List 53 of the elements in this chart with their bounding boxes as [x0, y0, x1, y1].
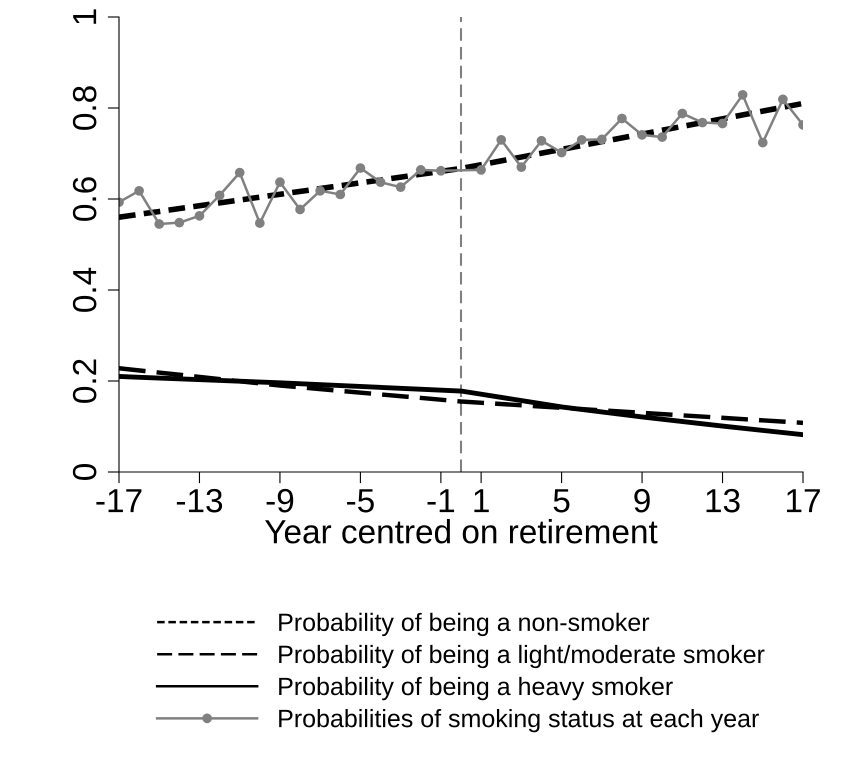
point [778, 94, 788, 104]
point [556, 148, 566, 158]
point [254, 218, 265, 228]
point [758, 138, 768, 148]
point [496, 134, 506, 145]
point [436, 166, 446, 176]
point [234, 168, 245, 178]
legend-label: Probability of being a heavy smoker [279, 676, 673, 700]
point [295, 204, 305, 214]
point [335, 190, 346, 200]
y-tick-label: 0.8 [72, 86, 96, 130]
x-tick-label: -17 [96, 489, 142, 512]
point [617, 114, 627, 124]
y-tick-label: 0.4 [72, 268, 96, 312]
y-tick-label: 0.2 [72, 360, 96, 403]
legend-label: Probabilities of smoking status at each year [279, 708, 759, 732]
point [637, 130, 647, 140]
point [416, 165, 426, 175]
point [476, 165, 486, 175]
point [134, 186, 144, 196]
point [154, 219, 164, 229]
point [698, 118, 708, 128]
point [718, 118, 728, 128]
point [214, 190, 224, 200]
point [677, 108, 688, 118]
x-tick-label: 1 [474, 489, 489, 512]
point [536, 136, 546, 146]
point [516, 162, 526, 172]
y-tick-label: 0 [72, 464, 96, 480]
point [376, 177, 386, 188]
x-tick-label: -1 [428, 489, 454, 512]
point [576, 134, 587, 145]
legend-label: Probability of being a light/moderate smoker [279, 644, 764, 668]
x-tick-label: 5 [554, 489, 570, 512]
point [738, 90, 748, 100]
x-tick-label: 13 [706, 488, 740, 512]
point [174, 218, 184, 228]
x-tick-label: 17 [787, 489, 820, 512]
x-tick-label: 9 [634, 488, 650, 512]
x-tick-label: -9 [266, 488, 294, 512]
y-tick-label: 1 [73, 9, 96, 24]
point [657, 132, 668, 142]
x-tick-label: -13 [176, 488, 222, 512]
point [596, 134, 607, 144]
point [396, 182, 406, 192]
y-tick-label: 0.6 [72, 177, 96, 221]
point [315, 186, 326, 196]
x-tick-label: -5 [347, 489, 374, 512]
x-axis-title: Year centred on retirement [265, 519, 658, 544]
point [194, 210, 204, 221]
point [275, 177, 285, 188]
legend-label: Probability of being a non-smoker [279, 612, 650, 636]
point [356, 163, 366, 173]
